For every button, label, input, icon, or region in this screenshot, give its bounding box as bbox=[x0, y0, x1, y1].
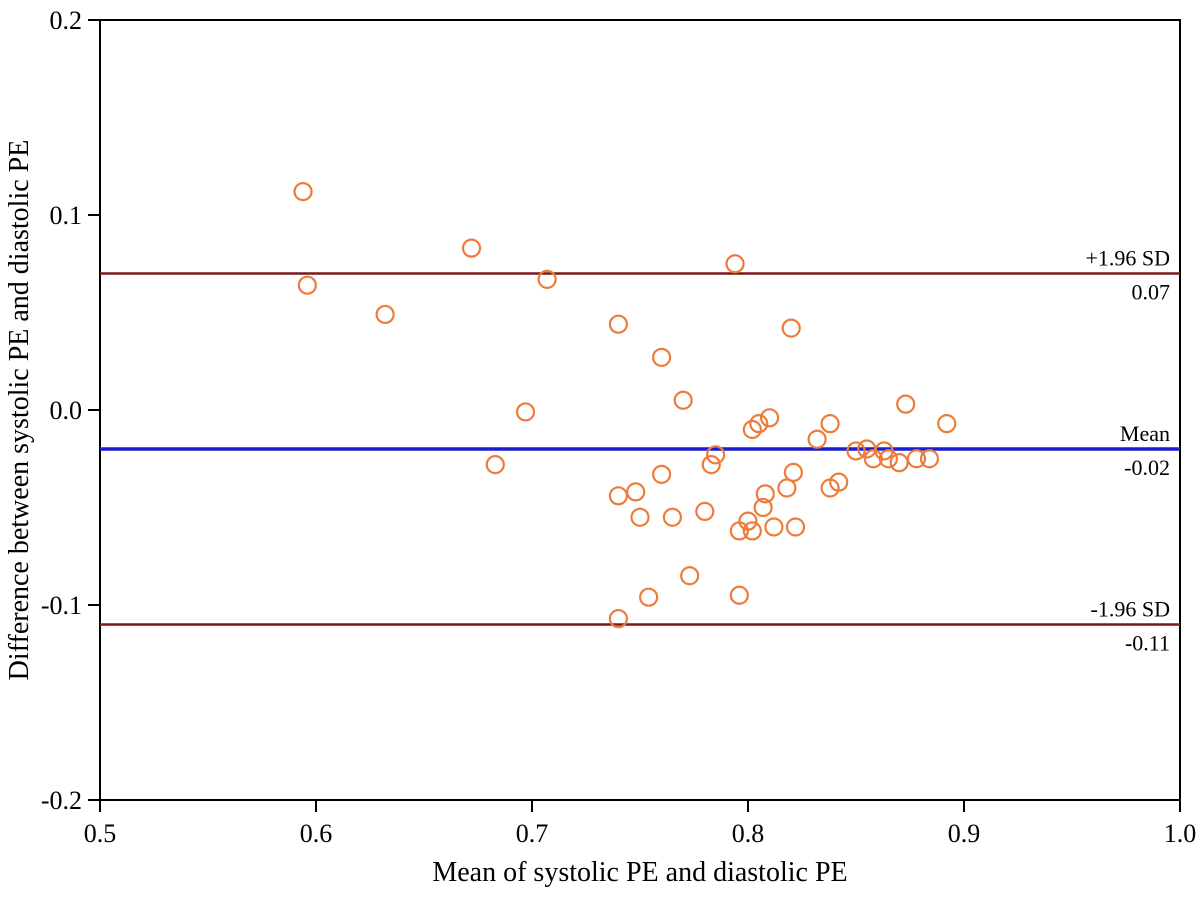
y-tick-label: -0.2 bbox=[41, 786, 82, 815]
y-tick-label: -0.1 bbox=[41, 591, 82, 620]
lower-sd-line-label-bottom: -0.11 bbox=[1125, 631, 1170, 656]
bland-altman-chart: 0.5 0.6 0.7 0.8 0.9 1.0 -0.2 -0.1 0.0 0.1 0.2 Mean … bbox=[0, 0, 1200, 899]
y-tick-label: 0.2 bbox=[50, 6, 83, 35]
x-tick-label: 0.7 bbox=[516, 819, 549, 848]
chart-svg: 0.5 0.6 0.7 0.8 0.9 1.0 -0.2 -0.1 0.0 0.1 0.2 Mean … bbox=[0, 0, 1200, 899]
y-tick-label: 0.1 bbox=[50, 201, 83, 230]
upper-sd-line-label-bottom: 0.07 bbox=[1132, 280, 1171, 305]
x-tick-label: 0.5 bbox=[84, 819, 117, 848]
mean-line-label-top: Mean bbox=[1120, 421, 1170, 446]
y-tick-label: 0.0 bbox=[50, 396, 83, 425]
lower-sd-line-label-top: -1.96 SD bbox=[1091, 597, 1170, 622]
y-axis-label: Difference between systolic PE and diast… bbox=[4, 140, 35, 681]
x-tick-label: 1.0 bbox=[1164, 819, 1197, 848]
x-tick-label: 0.6 bbox=[300, 819, 333, 848]
x-axis-label: Mean of systolic PE and diastolic PE bbox=[432, 857, 847, 888]
x-tick-label: 0.9 bbox=[948, 819, 981, 848]
x-tick-label: 0.8 bbox=[732, 819, 765, 848]
upper-sd-line-label-top: +1.96 SD bbox=[1085, 246, 1170, 271]
mean-line-label-bottom: -0.02 bbox=[1124, 455, 1170, 480]
